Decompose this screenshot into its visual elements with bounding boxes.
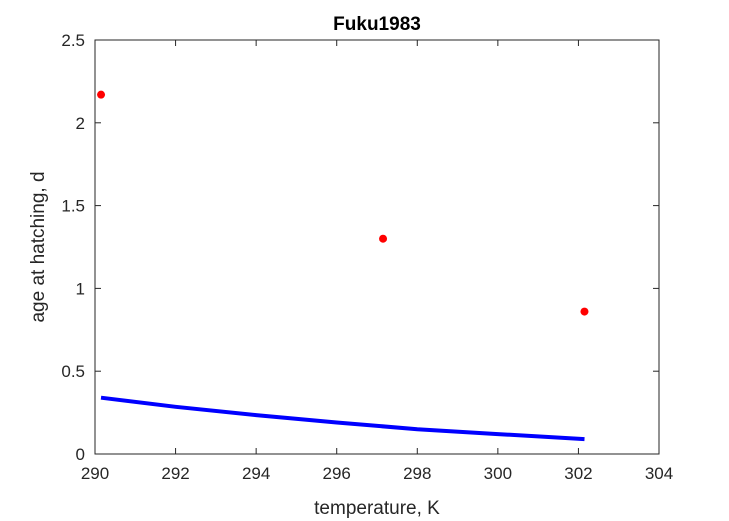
data-point — [97, 90, 106, 99]
fit-curve-layer — [100, 395, 585, 442]
x-axis-title: temperature, K — [314, 498, 440, 519]
y-tick-label: 0 — [76, 445, 85, 464]
x-tick-label: 302 — [564, 464, 592, 483]
x-tick-label: 294 — [242, 464, 270, 483]
x-tick-label: 296 — [323, 464, 351, 483]
y-tick-label: 2.5 — [61, 31, 85, 50]
x-tick-label: 292 — [161, 464, 189, 483]
chart-title: Fuku1983 — [333, 14, 421, 35]
y-tick-label: 1 — [76, 279, 85, 298]
y-axis-title: age at hatching, d — [28, 171, 49, 322]
y-axis-ticks: 0 0.5 1 1.5 2 2.5 — [61, 31, 659, 464]
x-tick-label: 290 — [81, 464, 109, 483]
data-points-layer — [97, 90, 589, 316]
x-tick-label: 298 — [403, 464, 431, 483]
plot-frame — [94, 39, 660, 455]
x-tick-label: 300 — [484, 464, 512, 483]
y-tick-label: 0.5 — [61, 362, 85, 381]
data-point — [379, 234, 388, 243]
data-point — [580, 307, 589, 316]
plot-background — [95, 40, 659, 454]
x-tick-label: 304 — [645, 464, 673, 483]
x-axis-ticks: 290 292 294 296 298 300 302 304 — [81, 40, 673, 483]
fit-curve — [100, 395, 585, 442]
y-tick-label: 2 — [76, 114, 85, 133]
y-tick-label: 1.5 — [61, 197, 85, 216]
